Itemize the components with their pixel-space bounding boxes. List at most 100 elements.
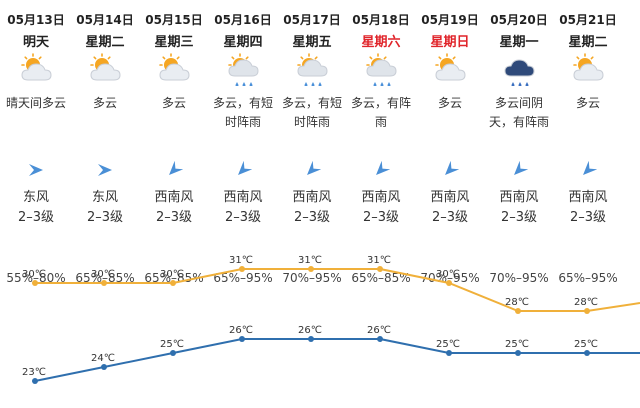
wind-direction: 西南风 <box>154 190 194 205</box>
wind-level: 2–3级 <box>293 210 331 225</box>
wind-level: 2–3级 <box>17 210 55 225</box>
humidity-range: 65%–85% <box>144 271 204 285</box>
wind-direction: 西南风 <box>430 190 470 205</box>
high-temp-label: 28℃ <box>505 297 529 308</box>
humidity-range: 65%–85% <box>351 271 411 285</box>
weather-description: 多云，有阵雨 <box>350 96 411 129</box>
wind-level: 2–3级 <box>569 210 607 225</box>
day-date: 05月17日 <box>283 13 341 27</box>
high-temp-line <box>35 268 640 312</box>
day-weekday: 星期五 <box>292 35 332 50</box>
humidity-range: 65%–95% <box>558 271 618 285</box>
wind-direction: 西南风 <box>568 190 608 205</box>
low-temp-label: 25℃ <box>436 339 460 350</box>
wind-arrow-west-icon <box>98 164 112 176</box>
day-date: 05月15日 <box>145 13 203 27</box>
high-temp-point <box>239 266 245 272</box>
weather-description: 多云 <box>161 96 186 110</box>
weather-description: 晴天间多云 <box>5 96 66 110</box>
high-temp-point <box>584 308 590 314</box>
wind-level: 2–3级 <box>500 210 538 225</box>
day-column: 05月21日 星期二 多云 西南风 2–3级 <box>548 0 628 260</box>
weather-description: 多云 <box>92 96 117 110</box>
shower-sun-icon <box>297 53 328 86</box>
day-date: 05月13日 <box>7 13 65 27</box>
high-temp-label: 31℃ <box>298 255 322 266</box>
humidity-range: 65%–95% <box>213 271 273 285</box>
day-column: 05月15日 星期三多云西南风 2–3级 <box>134 0 214 260</box>
low-temp-point <box>446 350 452 356</box>
high-temp-point <box>32 280 38 286</box>
partly-cloudy-sun-icon <box>90 53 121 81</box>
day-weekday: 星期一 <box>499 35 539 50</box>
weather-description: 多云 <box>437 96 462 110</box>
day-date: 05月20日 <box>490 13 548 27</box>
low-temp-label: 23℃ <box>22 367 46 378</box>
partly-cloudy-sun-icon <box>21 53 52 81</box>
humidity-range: 70%–95% <box>282 271 342 285</box>
partly-cloudy-sun-icon <box>573 53 604 81</box>
partly-cloudy-sun-icon <box>159 53 190 81</box>
low-temp-label: 24℃ <box>91 353 115 364</box>
high-temp-point <box>308 266 314 272</box>
humidity-range: 55%–80% <box>6 271 66 285</box>
wind-arrow-west-icon <box>29 164 43 176</box>
wind-level: 2–3级 <box>86 210 124 225</box>
low-temp-point <box>308 336 314 342</box>
high-temp-point <box>515 308 521 314</box>
low-temp-label: 26℃ <box>298 325 322 336</box>
wind-level: 2–3级 <box>431 210 469 225</box>
weather-description: 多云，有短时阵雨 <box>212 96 273 129</box>
wind-direction: 西南风 <box>292 190 332 205</box>
low-temp-point <box>377 336 383 342</box>
wind-arrow-northeast-icon <box>169 161 183 175</box>
day-column: 05月17日 星期五多云，有短时阵雨西南风 2–3级 <box>272 0 352 260</box>
day-weekday: 星期二 <box>85 35 125 50</box>
high-temp-point <box>446 280 452 286</box>
wind-direction: 东风 <box>91 190 118 205</box>
day-date: 05月16日 <box>214 13 272 27</box>
high-temp-point <box>377 266 383 272</box>
day-weekday: 星期三 <box>154 35 194 50</box>
high-temp-label: 30℃ <box>436 269 460 280</box>
day-weekday: 明天 <box>22 35 49 50</box>
wind-level: 2–3级 <box>362 210 400 225</box>
shower-sun-icon <box>366 53 397 86</box>
wind-arrow-northeast-icon <box>238 161 252 175</box>
partly-cloudy-sun-icon <box>435 53 466 81</box>
weather-description: 多云 <box>575 96 600 110</box>
low-temp-point <box>32 378 38 384</box>
wind-level: 2–3级 <box>155 210 193 225</box>
shower-sun-icon <box>228 53 259 86</box>
rain-cloud-icon <box>504 59 535 86</box>
day-column: 05月18日 星期六多云，有阵雨西南风 2–3级 <box>341 0 421 260</box>
high-temp-point <box>101 280 107 286</box>
wind-direction: 东风 <box>22 190 49 205</box>
day-weekday: 星期四 <box>223 35 263 50</box>
day-column: 05月20日 星期一 多云间阴天，有阵雨 西南风 2–3级 <box>479 0 559 260</box>
day-column: 05月14日 星期二 多云 东风 2–3级 <box>65 0 145 260</box>
wind-arrow-northeast-icon <box>445 161 459 175</box>
weather-description: 多云，有短时阵雨 <box>281 96 342 129</box>
low-temp-label: 26℃ <box>367 325 391 336</box>
low-temp-label: 25℃ <box>160 339 184 350</box>
low-temp-point <box>584 350 590 356</box>
wind-direction: 西南风 <box>361 190 401 205</box>
low-temp-point <box>170 350 176 356</box>
high-temp-label: 28℃ <box>574 297 598 308</box>
wind-arrow-northeast-icon <box>376 161 390 175</box>
high-temp-label: 30℃ <box>22 269 46 280</box>
high-temp-label: 30℃ <box>160 269 184 280</box>
humidity-range: 70%–95% <box>489 271 549 285</box>
low-temp-point <box>239 336 245 342</box>
day-date: 05月18日 <box>352 13 410 27</box>
wind-direction: 西南风 <box>223 190 263 205</box>
wind-direction: 西南风 <box>499 190 539 205</box>
day-weekday: 星期六 <box>361 35 401 50</box>
high-temp-label: 30℃ <box>91 269 115 280</box>
day-column: 05月13日 明天晴天间多云东风 2–3级 <box>0 0 76 260</box>
high-temp-label: 31℃ <box>229 255 253 266</box>
wind-arrow-northeast-icon <box>583 161 597 175</box>
day-weekday: 星期二 <box>568 35 608 50</box>
